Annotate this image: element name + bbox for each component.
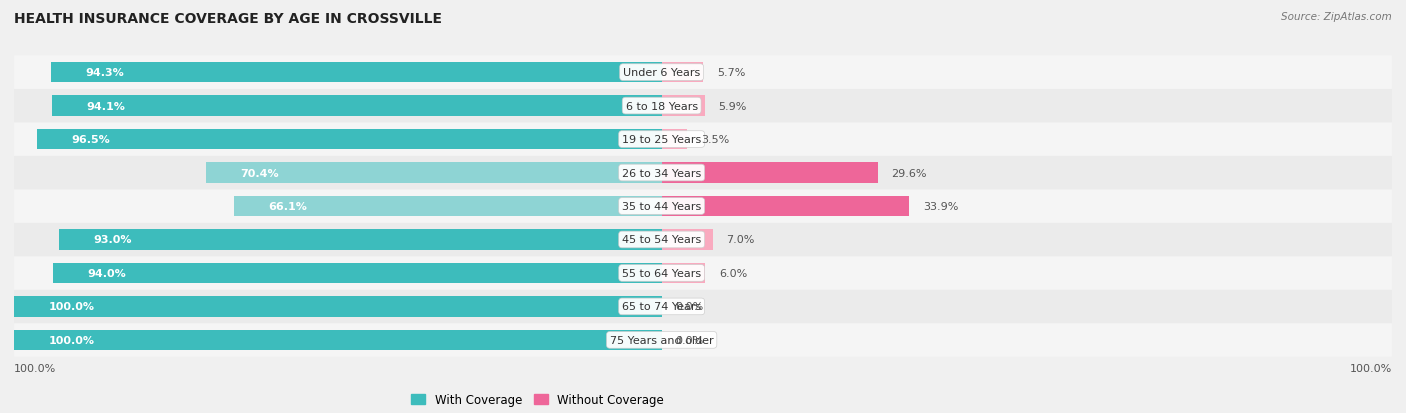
Text: 66.1%: 66.1% (269, 202, 307, 211)
Text: 100.0%: 100.0% (1350, 363, 1392, 373)
Text: 94.1%: 94.1% (87, 101, 125, 112)
Text: Source: ZipAtlas.com: Source: ZipAtlas.com (1281, 12, 1392, 22)
Text: 7.0%: 7.0% (727, 235, 755, 245)
Bar (59, 230, 662, 250)
FancyBboxPatch shape (14, 290, 1392, 323)
Bar (662, 129, 688, 150)
Text: 6.0%: 6.0% (720, 268, 748, 278)
Text: 26 to 34 Years: 26 to 34 Years (621, 168, 702, 178)
Text: 29.6%: 29.6% (891, 168, 927, 178)
Text: 19 to 25 Years: 19 to 25 Years (621, 135, 702, 145)
Bar (662, 196, 910, 217)
Bar (14, 330, 662, 350)
Text: 0.0%: 0.0% (675, 335, 703, 345)
Bar (205, 163, 662, 183)
Bar (51, 63, 662, 83)
Bar (662, 63, 703, 83)
Text: 35 to 44 Years: 35 to 44 Years (621, 202, 702, 211)
Text: 94.3%: 94.3% (86, 68, 124, 78)
Text: 75 Years and older: 75 Years and older (610, 335, 713, 345)
FancyBboxPatch shape (14, 157, 1392, 190)
Text: Under 6 Years: Under 6 Years (623, 68, 700, 78)
FancyBboxPatch shape (14, 123, 1392, 157)
Text: 100.0%: 100.0% (48, 335, 94, 345)
Text: 5.9%: 5.9% (718, 101, 747, 112)
FancyBboxPatch shape (14, 223, 1392, 256)
Bar (662, 96, 704, 117)
Bar (233, 196, 662, 217)
Text: 93.0%: 93.0% (94, 235, 132, 245)
Text: 33.9%: 33.9% (922, 202, 959, 211)
Bar (37, 129, 662, 150)
Text: 100.0%: 100.0% (48, 301, 94, 312)
Text: 70.4%: 70.4% (240, 168, 278, 178)
Text: 6 to 18 Years: 6 to 18 Years (626, 101, 697, 112)
FancyBboxPatch shape (14, 256, 1392, 290)
FancyBboxPatch shape (14, 56, 1392, 90)
Legend: With Coverage, Without Coverage: With Coverage, Without Coverage (406, 389, 669, 411)
Text: 94.0%: 94.0% (87, 268, 127, 278)
Bar (662, 263, 706, 284)
Text: 65 to 74 Years: 65 to 74 Years (621, 301, 702, 312)
Text: 3.5%: 3.5% (702, 135, 730, 145)
FancyBboxPatch shape (14, 90, 1392, 123)
FancyBboxPatch shape (14, 323, 1392, 357)
Bar (14, 296, 662, 317)
Text: 45 to 54 Years: 45 to 54 Years (621, 235, 702, 245)
Bar (662, 230, 713, 250)
Text: HEALTH INSURANCE COVERAGE BY AGE IN CROSSVILLE: HEALTH INSURANCE COVERAGE BY AGE IN CROS… (14, 12, 441, 26)
Text: 96.5%: 96.5% (72, 135, 110, 145)
Text: 5.7%: 5.7% (717, 68, 745, 78)
Text: 55 to 64 Years: 55 to 64 Years (621, 268, 702, 278)
Bar (52, 96, 662, 117)
FancyBboxPatch shape (14, 190, 1392, 223)
Text: 100.0%: 100.0% (14, 363, 56, 373)
Text: 0.0%: 0.0% (675, 301, 703, 312)
Bar (662, 163, 877, 183)
Bar (53, 263, 662, 284)
